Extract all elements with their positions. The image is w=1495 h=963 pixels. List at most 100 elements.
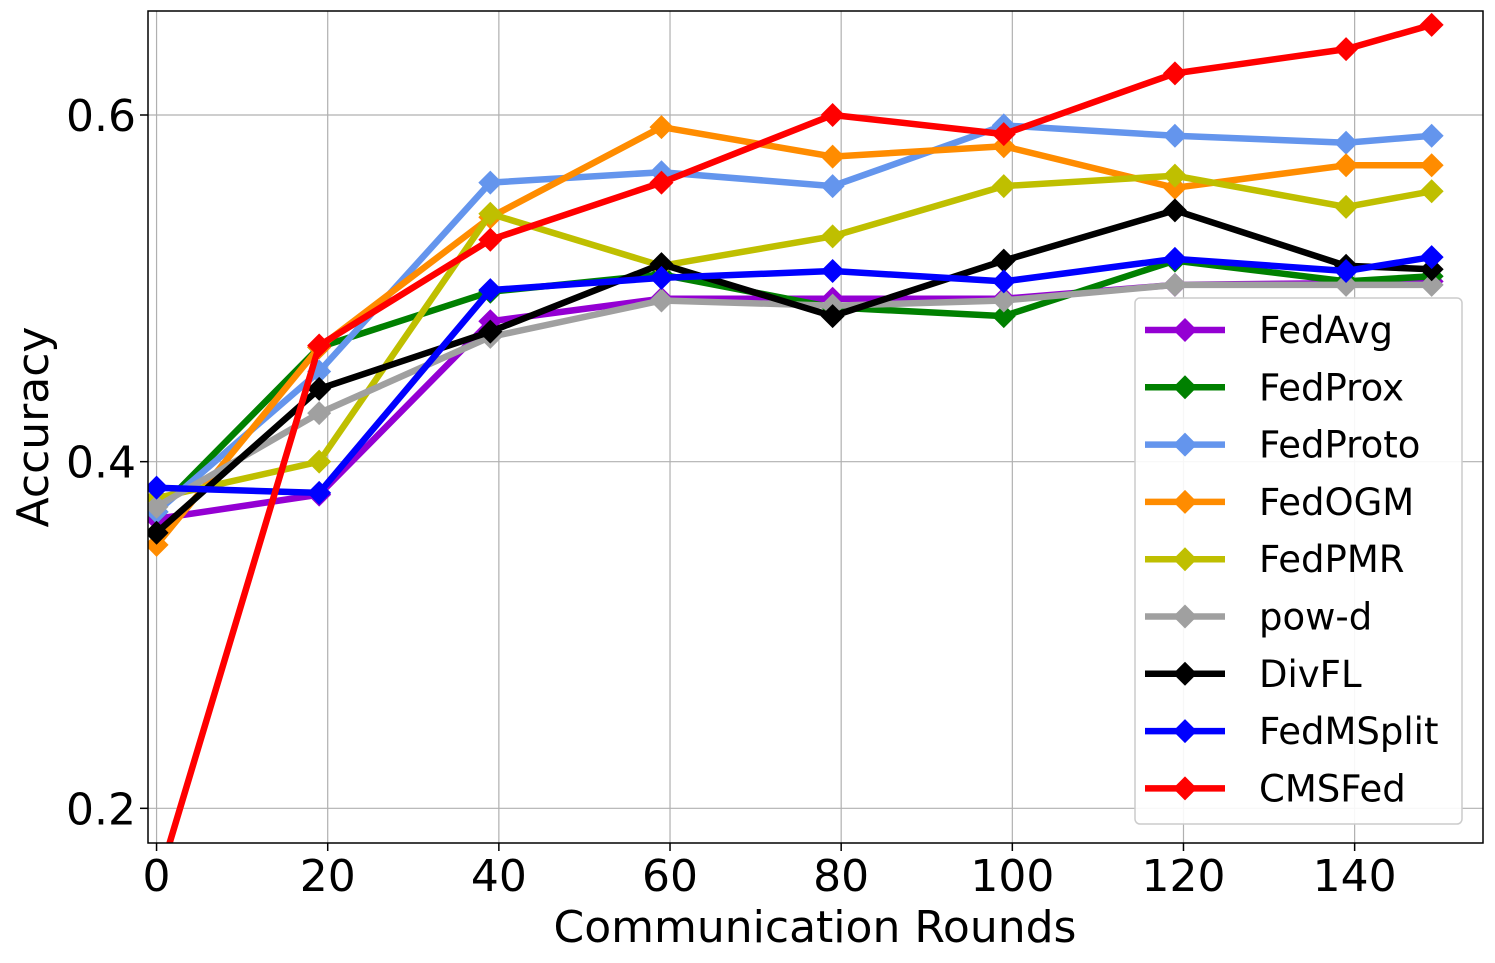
legend-label: FedPMR xyxy=(1259,538,1404,581)
data-point xyxy=(1162,163,1187,188)
data-point xyxy=(991,248,1016,273)
data-point xyxy=(478,319,503,344)
series-fedpmr xyxy=(148,163,1444,511)
data-point xyxy=(1419,123,1444,148)
legend-label: FedAvg xyxy=(1259,309,1393,352)
data-point xyxy=(307,376,332,401)
data-point xyxy=(1419,257,1444,282)
data-point xyxy=(1334,37,1359,62)
data-point xyxy=(649,265,674,290)
legend-item-fedogm: FedOGM xyxy=(1145,481,1414,524)
legend-box xyxy=(1134,297,1463,825)
data-point xyxy=(148,475,169,500)
data-point xyxy=(820,144,845,169)
x-tick-label: 60 xyxy=(642,851,698,902)
data-point xyxy=(649,252,674,277)
x-tick-label: 0 xyxy=(143,851,171,902)
data-point xyxy=(307,401,332,426)
legend-label: DivFL xyxy=(1259,653,1362,696)
data-point xyxy=(1162,123,1187,148)
legend-label: FedProx xyxy=(1259,366,1404,409)
data-point xyxy=(1334,272,1359,297)
series-fedmsplit xyxy=(148,245,1444,505)
legend-swatch-marker xyxy=(1173,318,1197,342)
series-cmsfed xyxy=(166,12,1444,843)
data-point xyxy=(991,269,1016,294)
data-point xyxy=(1419,179,1444,204)
data-point xyxy=(820,174,845,199)
legend-item-divfl: DivFL xyxy=(1145,653,1362,696)
data-point xyxy=(478,170,503,195)
legend-label: CMSFed xyxy=(1259,767,1406,810)
data-point xyxy=(991,174,1016,199)
data-point xyxy=(148,520,169,545)
legend-item-fedpmr: FedPMR xyxy=(1145,538,1404,581)
data-point xyxy=(478,201,503,226)
data-point xyxy=(820,259,845,283)
data-point xyxy=(478,278,503,303)
legend-item-fedproto: FedProto xyxy=(1145,424,1420,467)
data-point xyxy=(820,224,845,249)
axis-ticks: 0 20 40 60 80 100 120 140 0.2 0.4 0.6 xyxy=(66,91,1397,902)
data-point xyxy=(1162,175,1187,200)
data-point xyxy=(1334,194,1359,219)
legend-swatch-marker xyxy=(1173,375,1197,400)
x-tick-label: 120 xyxy=(1141,851,1225,902)
data-point xyxy=(649,170,674,195)
data-point xyxy=(991,134,1016,159)
legend-label: FedProto xyxy=(1259,424,1420,467)
y-axis-label: Accuracy xyxy=(8,327,59,528)
legend-swatch-marker xyxy=(1173,661,1197,686)
x-tick-label: 140 xyxy=(1313,851,1397,902)
data-point xyxy=(148,494,169,519)
data-point xyxy=(820,103,845,127)
x-axis-label: Communication Rounds xyxy=(554,902,1077,953)
legend-item-fedmsplit: FedMSplit xyxy=(1145,710,1438,753)
series-layer xyxy=(148,12,1444,843)
data-point xyxy=(1419,153,1444,178)
legend-item-fedavg: FedAvg xyxy=(1145,309,1393,352)
x-tick-label: 40 xyxy=(471,851,527,902)
x-tick-label: 20 xyxy=(300,851,356,902)
series-divfl xyxy=(148,198,1444,545)
data-point xyxy=(1334,153,1359,178)
data-point xyxy=(1419,272,1444,297)
data-point xyxy=(1162,198,1187,223)
data-point xyxy=(991,122,1016,147)
data-point xyxy=(820,304,845,329)
legend-item-fedprox: FedProx xyxy=(1145,366,1404,409)
data-point xyxy=(307,480,332,505)
legend-label: pow-d xyxy=(1259,596,1372,639)
data-point xyxy=(1162,246,1187,271)
legend-swatch-marker xyxy=(1173,547,1197,572)
data-point xyxy=(991,288,1016,313)
data-point xyxy=(991,304,1016,329)
data-point xyxy=(307,333,332,358)
legend-label: FedMSplit xyxy=(1259,710,1438,753)
y-tick-label: 0.6 xyxy=(66,91,136,142)
x-tick-label: 100 xyxy=(970,851,1054,902)
data-point xyxy=(1419,12,1444,37)
legend-swatch-marker xyxy=(1173,432,1197,457)
legend-swatch-marker xyxy=(1173,604,1197,629)
legend-item-cmsfed: CMSFed xyxy=(1145,767,1406,810)
data-point xyxy=(1419,245,1444,270)
legend-swatch-marker xyxy=(1173,719,1197,744)
legend-item-pow-d: pow-d xyxy=(1145,596,1372,639)
legend: FedAvg FedProx FedProto FedOGM FedPMR pow-d Di… xyxy=(1134,297,1463,825)
data-point xyxy=(649,115,674,140)
data-point xyxy=(1162,61,1187,86)
data-point xyxy=(1334,259,1359,283)
data-point xyxy=(1334,130,1359,155)
y-tick-label: 0.2 xyxy=(66,784,136,835)
data-point xyxy=(307,449,332,474)
legend-swatch-marker xyxy=(1173,489,1197,514)
legend-label: FedOGM xyxy=(1259,481,1414,524)
data-point xyxy=(1162,272,1187,297)
data-point xyxy=(478,227,503,252)
plot-frame xyxy=(147,10,1484,844)
x-tick-label: 80 xyxy=(813,851,869,902)
legend-swatch-marker xyxy=(1173,776,1197,801)
data-point xyxy=(649,288,674,313)
